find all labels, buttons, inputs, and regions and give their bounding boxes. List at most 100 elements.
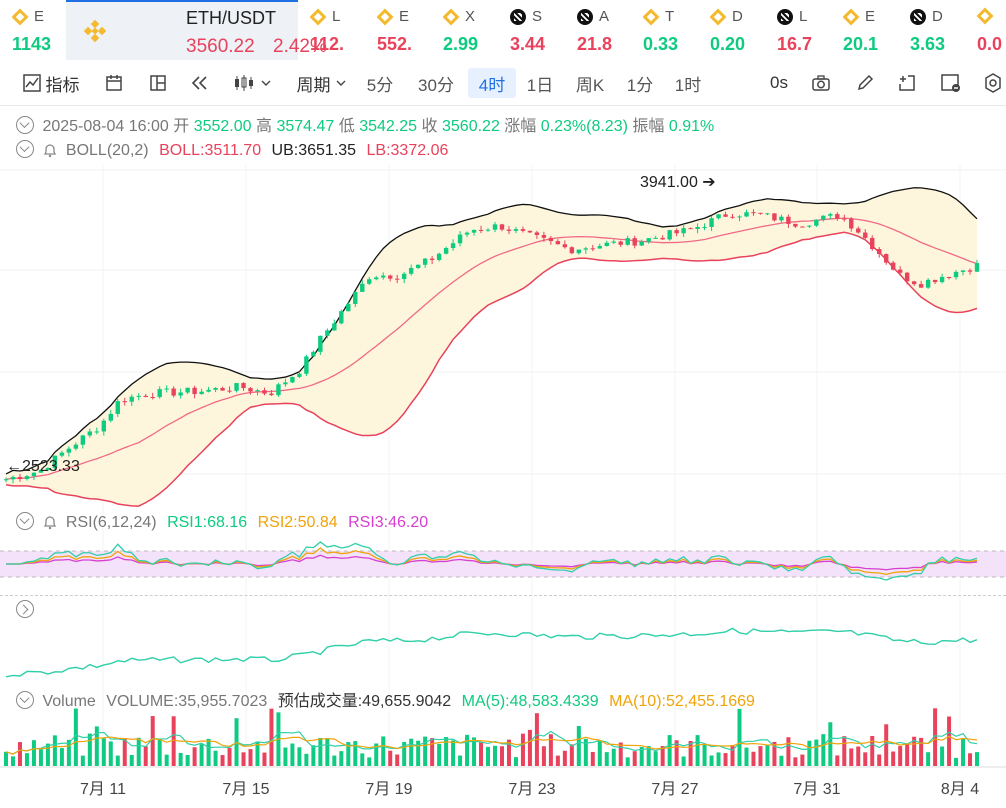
- candle: [639, 241, 644, 246]
- camera-icon[interactable]: [806, 68, 836, 98]
- volume-bar: [765, 745, 770, 766]
- volume-bar: [430, 738, 435, 766]
- volume-ma10-line: [5, 735, 978, 755]
- volume-ma5: MA(5):48,583.4339: [461, 693, 599, 710]
- volume-bar: [618, 742, 623, 766]
- tab-eth-usdt[interactable]: ETH/USDT 3560.22 2.42%: [66, 0, 327, 60]
- volume-bar: [891, 751, 896, 766]
- volume-bar: [66, 739, 71, 766]
- expand-pane-button[interactable]: [16, 600, 38, 620]
- bell-icon[interactable]: [42, 142, 58, 158]
- ticker-symbol: S: [532, 8, 543, 25]
- candle: [206, 389, 211, 392]
- volume-bar: [479, 742, 484, 766]
- ticker-item[interactable]: A 21.8: [577, 0, 629, 60]
- candle: [325, 330, 330, 336]
- volume-bar: [604, 752, 609, 766]
- pencil-icon[interactable]: [850, 68, 880, 98]
- collapse-icon[interactable]: [16, 691, 34, 709]
- candle: [765, 213, 770, 215]
- volume-bar: [548, 734, 553, 766]
- interval-1d[interactable]: 1日: [526, 75, 554, 95]
- candle: [213, 388, 218, 390]
- volume-bar: [898, 746, 903, 766]
- interval-5m[interactable]: 5分: [366, 75, 394, 95]
- candle: [457, 234, 463, 244]
- ticker-item[interactable]: T 0.33: [643, 0, 695, 60]
- ticker-symbol: D: [932, 8, 943, 25]
- ticker-symbol: L: [799, 8, 808, 25]
- ticker-item[interactable]: X 2.99: [443, 0, 495, 60]
- candle: [681, 228, 686, 234]
- add-window-icon[interactable]: [892, 68, 922, 98]
- ticker-item[interactable]: L 112.: [310, 0, 362, 60]
- fullscreen-icon[interactable]: [936, 68, 966, 98]
- candle: [353, 291, 358, 304]
- candle: [541, 235, 547, 238]
- calendar-icon[interactable]: [100, 68, 128, 98]
- volume-bar: [919, 737, 924, 766]
- volume-bar: [311, 745, 316, 766]
- ticker-item[interactable]: E 552.: [377, 0, 429, 60]
- volume-bar: [954, 757, 959, 766]
- volume-bar: [968, 753, 973, 766]
- rewind-icon[interactable]: [186, 68, 214, 98]
- candle: [150, 397, 155, 399]
- candle: [304, 356, 309, 374]
- ticker-item[interactable]: D 0.20: [710, 0, 762, 60]
- candle: [443, 248, 449, 254]
- chevron-right-icon[interactable]: [16, 600, 34, 618]
- ticker-price: 112.: [310, 34, 345, 54]
- interval-1w[interactable]: 周K: [575, 75, 605, 95]
- ticker-symbol: E: [865, 8, 876, 25]
- volume-bar: [472, 737, 477, 766]
- candle: [904, 272, 910, 282]
- rsi-name: RSI(6,12,24): [65, 514, 157, 531]
- interval-1min[interactable]: 1分: [626, 75, 654, 95]
- bollinger-band: [6, 187, 978, 507]
- ticker-item[interactable]: E 20.1: [843, 0, 895, 60]
- candle: [527, 230, 533, 233]
- volume-bar: [870, 735, 875, 766]
- rsi2-line: [6, 547, 978, 576]
- ticker-item[interactable]: E 1143: [12, 0, 66, 60]
- candle: [918, 284, 924, 288]
- candle: [129, 396, 134, 402]
- x-axis-label: 7月 15: [222, 781, 269, 798]
- candle: [506, 229, 512, 231]
- settings-gear-icon[interactable]: [980, 68, 1006, 98]
- bell-icon[interactable]: [42, 514, 58, 530]
- candle: [388, 275, 393, 279]
- ticker-item[interactable]: L 16.7: [777, 0, 829, 60]
- volume-bar: [877, 754, 882, 766]
- interval-4h[interactable]: 4时: [468, 68, 516, 98]
- ticker-item[interactable]: D 3.63: [910, 0, 962, 60]
- period-label: 周期: [296, 75, 331, 95]
- volume-bar: [346, 742, 351, 766]
- candle: [492, 224, 498, 230]
- layout-icon[interactable]: [144, 68, 172, 98]
- interval-30m[interactable]: 30分: [418, 75, 454, 95]
- candle: [856, 228, 861, 233]
- volume-bar: [10, 756, 15, 766]
- indicator-icon: [22, 74, 41, 92]
- collapse-icon[interactable]: [16, 512, 34, 530]
- bnb-icon: [12, 8, 29, 25]
- ticker-item[interactable]: S 3.44: [510, 0, 562, 60]
- indicator-button[interactable]: 指标: [16, 68, 86, 98]
- collapse-icon[interactable]: [16, 116, 34, 134]
- interval-1h[interactable]: 1时: [674, 75, 702, 95]
- volume-bar: [416, 740, 421, 766]
- period-dropdown[interactable]: 周期: [290, 68, 352, 98]
- candle-type-button[interactable]: [228, 68, 276, 98]
- close-value: 3560.22: [442, 118, 500, 135]
- volume-bar: [402, 741, 407, 766]
- collapse-icon[interactable]: [16, 140, 34, 158]
- ticker-item[interactable]: 0.0: [977, 0, 1006, 60]
- volume-bar: [304, 753, 309, 766]
- candle: [220, 388, 225, 391]
- volume-bar: [227, 748, 232, 766]
- boll-name: BOLL(20,2): [65, 142, 149, 159]
- chart-toolbar: 指标 周期 5分 30分 4时 1日 周K 1分 1时 0s: [0, 60, 1006, 106]
